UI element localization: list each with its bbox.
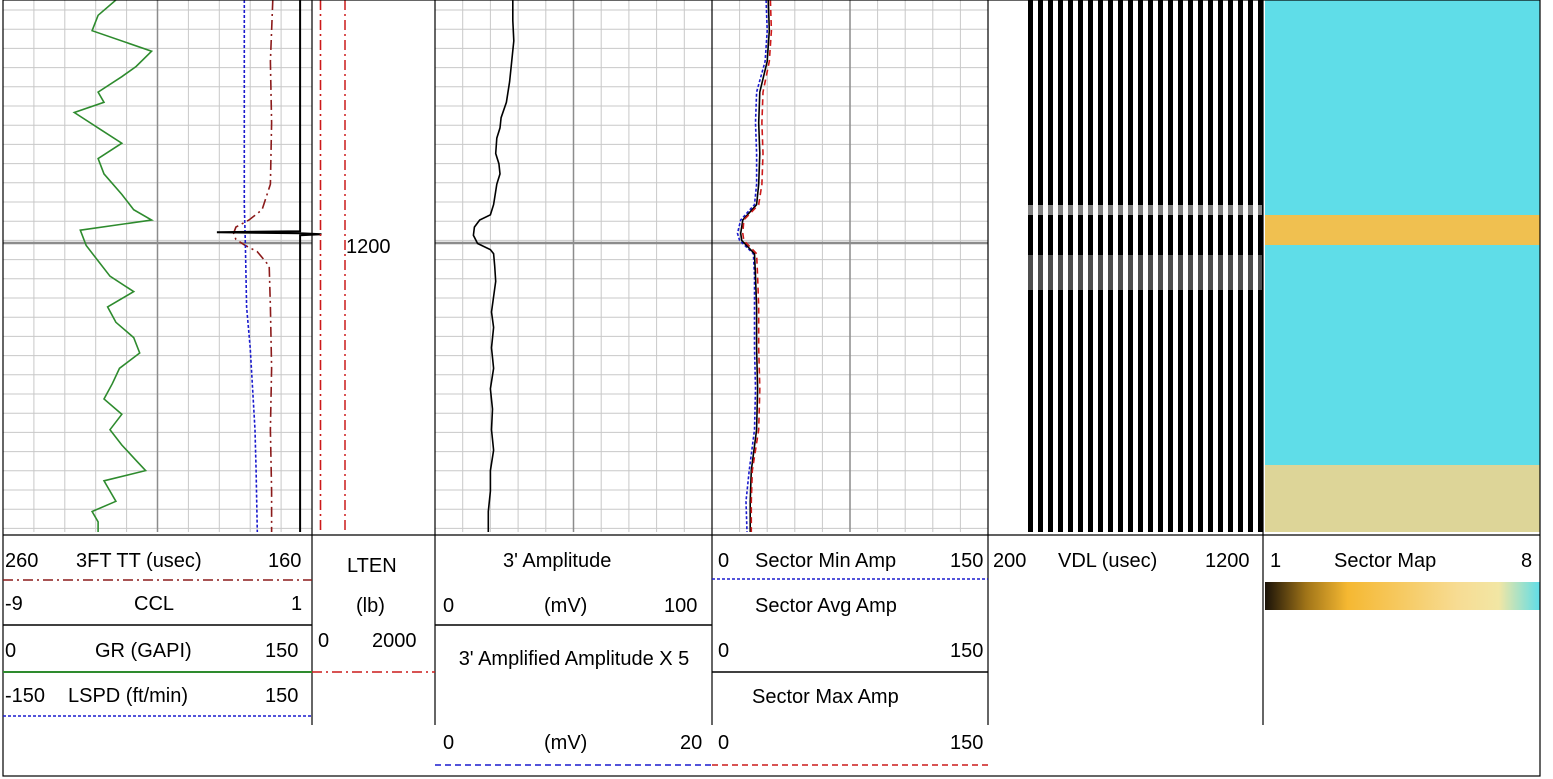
- amp3x5-right: 20: [680, 732, 703, 754]
- vdl-stripe: [1228, 0, 1233, 532]
- curve-3-amplitude: [472, 0, 515, 532]
- sector-map-scale: [1265, 582, 1540, 610]
- secmin-label: Sector Min Amp: [755, 550, 897, 572]
- amp3x5-unit: (mV): [544, 732, 588, 754]
- vdl-stripe: [1168, 0, 1173, 532]
- curve-gr: [72, 0, 155, 532]
- sector-map-band: [1265, 465, 1540, 532]
- vdl-band: [1028, 205, 1262, 215]
- secavg-label: Sector Avg Amp: [755, 595, 897, 617]
- 3fttt-left: 260: [5, 550, 39, 572]
- vdl-stripe: [1148, 0, 1153, 532]
- vdl-stripe: [1188, 0, 1193, 532]
- amp3-unit: (mV): [544, 595, 588, 617]
- curve-sector-max-amp: [741, 0, 773, 532]
- vdl-stripe: [1208, 0, 1213, 532]
- vdl-stripe: [1068, 0, 1073, 532]
- curve-lspd: [243, 0, 259, 533]
- vdl-right: 1200: [1205, 550, 1250, 572]
- secavg-right: 150: [950, 640, 984, 662]
- lten-label: LTEN: [347, 555, 397, 577]
- curve-sector-min-amp: [736, 0, 769, 533]
- vdl-stripe: [1028, 0, 1033, 532]
- depth-label: 1200: [346, 236, 391, 258]
- secmap-right: 8: [1521, 550, 1533, 572]
- curve-acoustic-waveform-trace: [216, 0, 322, 532]
- sector-map-band: [1265, 215, 1540, 245]
- gr-left: 0: [5, 640, 17, 662]
- secmin-left: 0: [718, 550, 730, 572]
- vdl-stripe: [1098, 0, 1103, 532]
- secmap-label: Sector Map: [1334, 550, 1437, 572]
- vdl-left: 200: [993, 550, 1027, 572]
- vdl-stripe: [1248, 0, 1253, 532]
- 3fttt-label: 3FT TT (usec): [76, 550, 202, 572]
- secavg-left: 0: [718, 640, 730, 662]
- track-1-grid: [3, 0, 312, 532]
- vdl-stripe: [1088, 0, 1093, 532]
- ccl-left: -9: [5, 593, 23, 615]
- vdl-stripe: [1048, 0, 1053, 532]
- ccl-right: 1: [291, 593, 303, 615]
- ccl-label: CCL: [134, 593, 175, 615]
- vdl-stripe: [1058, 0, 1063, 532]
- sector-map-background: [1265, 0, 1540, 532]
- lten-unit: (lb): [356, 595, 385, 617]
- amp3-left: 0: [443, 595, 455, 617]
- vdl-stripe: [1218, 0, 1223, 532]
- amp3-label: 3' Amplitude: [503, 550, 612, 572]
- gr-label: GR (GAPI): [95, 640, 192, 662]
- vdl-stripe: [1238, 0, 1243, 532]
- secmax-left: 0: [718, 732, 730, 754]
- secmin-right: 150: [950, 550, 984, 572]
- lspd-right: 150: [265, 685, 299, 707]
- vdl-stripe: [1178, 0, 1183, 532]
- curve-sector-avg-amp: [739, 0, 771, 532]
- vdl-band: [1028, 255, 1262, 290]
- vdl-stripe: [1108, 0, 1113, 532]
- secmax-right: 150: [950, 732, 984, 754]
- secmax-label: Sector Max Amp: [752, 686, 899, 708]
- track-4-grid: [712, 0, 988, 532]
- vdl-label: VDL (usec): [1058, 550, 1158, 572]
- lten-left: 0: [318, 630, 330, 652]
- 3fttt-right: 160: [268, 550, 302, 572]
- curve-3ft-tt: [232, 0, 274, 532]
- vdl-stripe: [1118, 0, 1123, 532]
- vdl-stripe: [1198, 0, 1203, 532]
- secmap-left: 1: [1270, 550, 1282, 572]
- vdl-stripe: [1038, 0, 1043, 532]
- amp3-right: 100: [664, 595, 698, 617]
- vdl-stripe: [1078, 0, 1083, 532]
- amp3x5-left: 0: [443, 732, 455, 754]
- lten-right: 2000: [372, 630, 417, 652]
- vdl-stripe: [1128, 0, 1133, 532]
- vdl-stripe: [1258, 0, 1263, 532]
- amp3x5-label: 3' Amplified Amplitude X 5: [458, 648, 690, 670]
- lspd-label: LSPD (ft/min): [68, 685, 189, 707]
- gr-right: 150: [265, 640, 299, 662]
- vdl-stripe: [1158, 0, 1163, 532]
- track-3-grid: [435, 0, 712, 532]
- vdl-stripe: [1138, 0, 1143, 532]
- lspd-left: -150: [5, 685, 46, 707]
